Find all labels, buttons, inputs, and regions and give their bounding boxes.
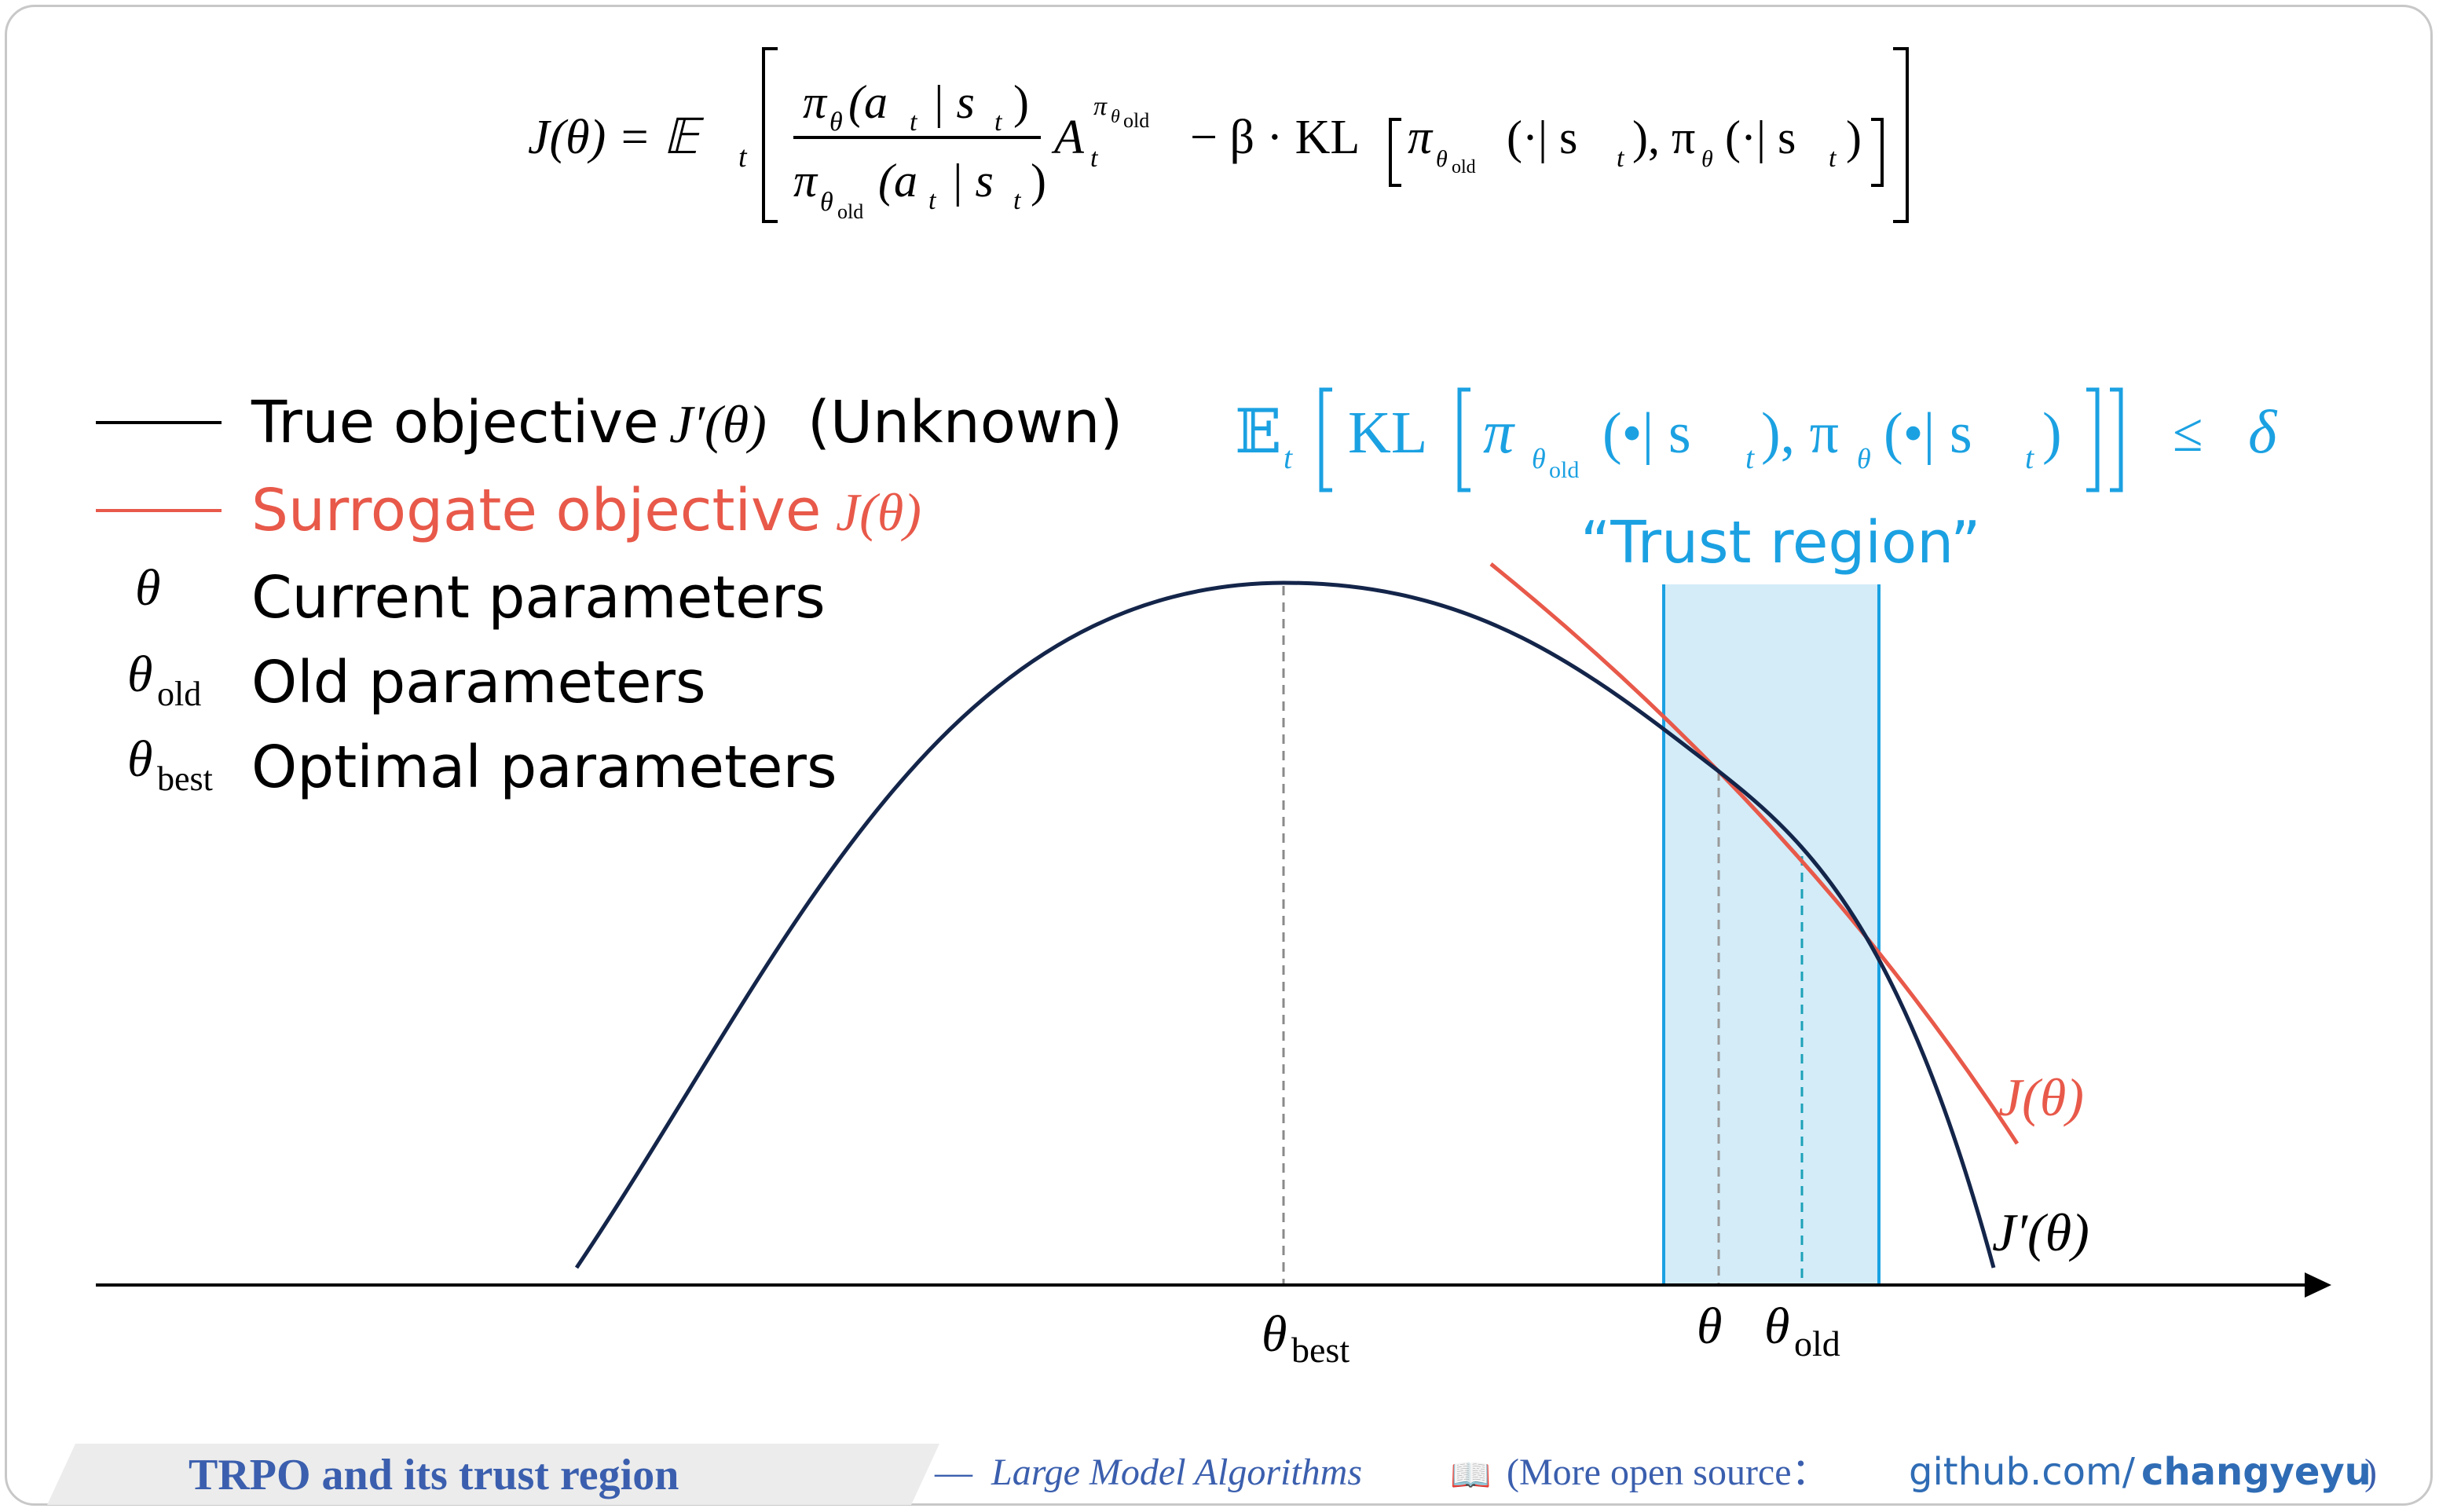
svg-text:t: t xyxy=(1013,186,1022,215)
svg-text:| s: | s xyxy=(950,155,994,207)
svg-text:(·| s: (·| s xyxy=(1507,112,1577,163)
svg-text:π: π xyxy=(1093,92,1108,121)
svg-text:π: π xyxy=(1483,397,1515,466)
svg-text:old: old xyxy=(837,200,863,223)
svg-text:t: t xyxy=(1617,144,1625,173)
svg-text:), π: ), π xyxy=(1761,401,1839,466)
svg-text:t: t xyxy=(994,108,1003,137)
surrogate-objective-curve xyxy=(1489,562,2020,1145)
legend: True objective J′(θ) (Unknown) Surrogate… xyxy=(96,389,1122,801)
legend-old-label: Old parameters xyxy=(251,649,706,716)
axis-arrowhead xyxy=(2305,1272,2331,1298)
svg-text:t: t xyxy=(928,186,937,215)
svg-text:t: t xyxy=(2025,440,2034,475)
footer-title-banner xyxy=(47,1444,939,1505)
constraint-leq: ≤ xyxy=(2173,403,2203,463)
constraint-delta: δ xyxy=(2248,397,2278,466)
trust-region-label: “Trust region” xyxy=(1580,509,1980,577)
footer-book-name: Large Model Algorithms xyxy=(991,1452,1362,1493)
ratio-denominator-pi: π xyxy=(793,155,818,207)
svg-text:old: old xyxy=(157,675,201,713)
formula-lhs: J(θ) = 𝔼 xyxy=(528,111,705,164)
svg-text:(•| s: (•| s xyxy=(1884,401,1972,466)
footer-more: (More open source： xyxy=(1507,1452,1829,1493)
footer-url-prefix[interactable]: github.com/ xyxy=(1909,1450,2136,1494)
svg-text:θ: θ xyxy=(829,108,843,137)
svg-text:t: t xyxy=(1829,144,1837,173)
formula-left-bracket xyxy=(762,47,778,223)
formula-expectation-sub: t xyxy=(738,141,748,174)
axis-theta-old: θ xyxy=(1764,1298,1789,1355)
svg-text:): ) xyxy=(1013,76,1029,128)
legend-theta-best-symbol: θ xyxy=(127,730,152,788)
legend-true-label: True objective xyxy=(251,389,659,456)
svg-text:t: t xyxy=(910,108,918,137)
constraint-expectation: 𝔼 xyxy=(1235,397,1281,466)
advantage-term: A xyxy=(1051,111,1085,164)
svg-text:θ: θ xyxy=(1436,146,1448,172)
svg-text:θ: θ xyxy=(1111,107,1120,127)
legend-true-suffix: (Unknown) xyxy=(808,389,1122,456)
svg-text:(a: (a xyxy=(878,155,917,207)
legend-surrogate-label: Surrogate objective xyxy=(251,477,821,544)
svg-text:best: best xyxy=(157,760,213,798)
kl-penalty: − β · KL xyxy=(1190,111,1360,164)
svg-text:t: t xyxy=(1090,144,1099,173)
svg-text:): ) xyxy=(2042,401,2062,466)
svg-text:t: t xyxy=(1284,440,1293,475)
trust-region-band xyxy=(1664,584,1879,1285)
legend-best-label: Optimal parameters xyxy=(251,734,837,801)
svg-text:(·| s: (·| s xyxy=(1725,112,1796,163)
svg-text:old: old xyxy=(1123,109,1149,132)
true-objective-curve xyxy=(574,580,1996,1269)
surrogate-curve-label: J(θ) xyxy=(1998,1067,2084,1127)
svg-text:), π: ), π xyxy=(1632,112,1695,163)
formula-right-bracket xyxy=(1893,47,1909,223)
footer-close: ) xyxy=(2364,1452,2377,1493)
axis-theta: θ xyxy=(1697,1298,1722,1355)
axis-theta-best: θ xyxy=(1262,1305,1287,1363)
legend-surrogate-math: J(θ) xyxy=(836,482,921,542)
footer-title: TRPO and its trust region xyxy=(189,1451,679,1499)
constraint-kl: KL xyxy=(1348,400,1427,466)
svg-text:t: t xyxy=(1745,440,1755,475)
svg-text:π: π xyxy=(1408,111,1434,164)
objective-formula: J(θ) = 𝔼 t π θ (a t | s t ) π θ old (a t… xyxy=(528,47,1909,223)
svg-text:θ: θ xyxy=(1701,146,1713,172)
footer-dash: — xyxy=(934,1452,973,1493)
svg-text:old: old xyxy=(1452,157,1476,178)
footer-url-user[interactable]: changyeyu xyxy=(2141,1450,2371,1494)
legend-theta-old-symbol: θ xyxy=(127,646,152,703)
svg-text:(•| s: (•| s xyxy=(1602,401,1691,466)
ratio-numerator-pi: π xyxy=(803,76,828,128)
legend-theta-symbol: θ xyxy=(135,559,160,617)
ratio-numerator-args: (a xyxy=(848,76,888,128)
legend-current-label: Current parameters xyxy=(251,564,826,632)
figure-card xyxy=(5,5,2433,1506)
book-icon: 📖 xyxy=(1450,1458,1491,1494)
svg-text:θ: θ xyxy=(1857,443,1871,474)
svg-text:old: old xyxy=(1794,1323,1840,1364)
svg-text:): ) xyxy=(1846,112,1862,163)
svg-text:best: best xyxy=(1291,1330,1350,1370)
svg-text:θ: θ xyxy=(1532,443,1546,474)
svg-text:θ: θ xyxy=(820,188,833,217)
svg-text:old: old xyxy=(1549,457,1579,483)
legend-true-math: J′(θ) xyxy=(669,394,767,454)
true-curve-label: J′(θ) xyxy=(1992,1203,2089,1262)
svg-text:| s: | s xyxy=(932,76,975,128)
svg-text:): ) xyxy=(1031,155,1046,207)
kl-constraint: 𝔼 t KL π θ old (•| s t ), π θ (•| s t ) … xyxy=(1235,387,2278,492)
